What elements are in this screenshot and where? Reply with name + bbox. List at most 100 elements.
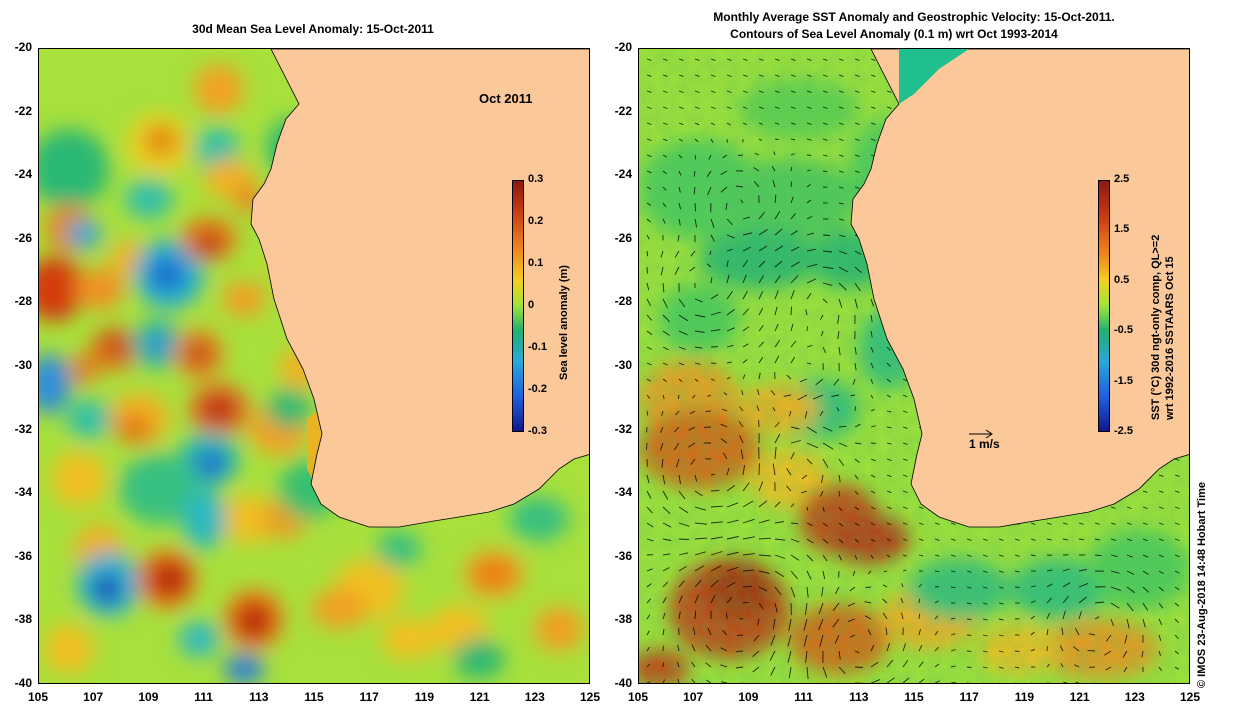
velocity-arrow: [918, 598, 921, 604]
y-tick-label: -30: [14, 358, 32, 372]
velocity-arrow: [678, 538, 690, 540]
velocity-arrow: [646, 378, 652, 382]
velocity-arrow: [646, 646, 650, 652]
velocity-arrow: [1142, 490, 1148, 493]
velocity-arrow: [742, 260, 748, 268]
velocity-arrow: [772, 407, 776, 412]
velocity-arrow: [982, 602, 988, 605]
velocity-arrow: [662, 506, 671, 515]
y-tick-label: -34: [614, 485, 632, 500]
velocity-arrow: [870, 378, 874, 384]
velocity-arrow: [662, 474, 666, 485]
velocity-arrow: [934, 600, 939, 604]
left-sla-map: [39, 49, 589, 683]
velocity-arrow: [774, 570, 785, 578]
velocity-arrow: [838, 234, 846, 238]
velocity-arrow: [900, 598, 904, 604]
velocity-arrow: [902, 660, 909, 668]
velocity-arrow: [950, 665, 956, 668]
velocity-arrow: [757, 618, 760, 626]
velocity-arrow: [742, 274, 747, 284]
velocity-arrow: [678, 330, 688, 336]
velocity-arrow: [774, 138, 779, 141]
velocity-arrow: [693, 170, 696, 177]
velocity-arrow: [1174, 602, 1180, 607]
velocity-arrow: [786, 468, 792, 476]
velocity-arrow: [886, 378, 891, 383]
velocity-arrow: [1030, 538, 1036, 541]
velocity-arrow: [822, 554, 828, 562]
velocity-arrow: [902, 426, 908, 429]
x-tick-label: 107: [83, 690, 104, 704]
velocity-arrow: [726, 308, 736, 316]
velocity-arrow: [1104, 650, 1112, 656]
velocity-arrow: [726, 376, 731, 380]
velocity-arrow: [790, 213, 796, 220]
velocity-arrow: [999, 682, 1001, 683]
velocity-arrow: [838, 346, 841, 356]
velocity-arrow: [806, 263, 818, 268]
velocity-arrow: [770, 666, 776, 676]
velocity-arrow: [1015, 682, 1017, 683]
velocity-arrow: [678, 362, 685, 366]
velocity-arrow: [870, 644, 875, 652]
velocity-arrow: [720, 170, 728, 175]
velocity-arrow: [726, 519, 739, 524]
velocity-arrow: [774, 245, 784, 252]
velocity-arrow: [758, 229, 768, 236]
velocity-arrow: [722, 154, 728, 159]
velocity-arrow: [1174, 458, 1180, 461]
velocity-arrow: [804, 410, 808, 419]
velocity-arrow: [806, 90, 812, 93]
velocity-arrow: [836, 407, 840, 412]
velocity-arrow: [742, 500, 754, 508]
velocity-arrow: [822, 522, 828, 527]
velocity-arrow: [788, 618, 792, 631]
velocity-arrow: [694, 106, 700, 109]
velocity-arrow: [758, 58, 764, 61]
velocity-arrow: [790, 90, 796, 93]
velocity-arrow: [691, 644, 696, 652]
velocity-arrow: [689, 410, 696, 415]
velocity-arrow: [966, 602, 972, 605]
velocity-arrow: [934, 663, 940, 668]
y-tick-label: -36: [614, 548, 632, 563]
velocity-arrow: [1078, 522, 1084, 525]
velocity-arrow: [742, 74, 748, 77]
velocity-arrow: [694, 122, 700, 126]
velocity-arrow: [805, 650, 808, 663]
velocity-arrow: [886, 90, 892, 93]
velocity-arrow: [721, 681, 728, 683]
velocity-arrow: [706, 263, 712, 268]
velocity-arrow: [774, 228, 783, 236]
velocity-arrow: [847, 618, 856, 623]
velocity-arrow: [662, 298, 668, 308]
velocity-arrow: [1174, 538, 1180, 541]
velocity-arrow: [818, 602, 824, 615]
velocity-arrow: [694, 506, 707, 511]
velocity-arrow: [870, 314, 873, 323]
velocity-arrow: [694, 610, 697, 620]
velocity-arrow: [854, 554, 858, 560]
velocity-arrow: [870, 394, 874, 399]
velocity-arrow: [838, 154, 844, 157]
velocity-arrow: [822, 282, 833, 286]
x-tick-label: 121: [469, 690, 490, 704]
velocity-arrow: [854, 74, 860, 77]
velocity-arrow: [662, 138, 668, 142]
velocity-arrow: [918, 613, 921, 620]
velocity-arrow: [870, 138, 876, 141]
velocity-arrow: [819, 490, 824, 497]
velocity-arrow: [646, 394, 651, 399]
velocity-arrow: [662, 282, 665, 293]
velocity-arrow: [1143, 682, 1144, 683]
velocity-arrow: [806, 232, 815, 236]
velocity-arrow: [690, 250, 696, 257]
velocity-arrow: [1014, 586, 1020, 588]
velocity-arrow: [1126, 586, 1136, 594]
velocity-arrow: [806, 522, 813, 527]
x-tick-label: 123: [1124, 690, 1145, 704]
velocity-arrow: [854, 282, 861, 292]
velocity-arrow: [757, 389, 760, 396]
velocity-arrow: [820, 330, 824, 337]
